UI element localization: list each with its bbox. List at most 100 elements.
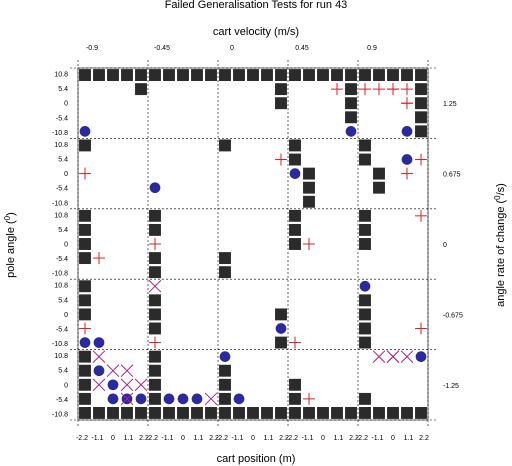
marker-circle: [177, 393, 189, 405]
bottom-tick-label: 2.2: [349, 435, 359, 442]
left-tick-label: -10.8: [52, 271, 68, 278]
bottom-tick-label: 0: [251, 435, 255, 442]
marker-circle: [79, 126, 91, 137]
marker-circle: [345, 126, 357, 137]
marker-circle: [149, 182, 161, 194]
marker-x: [148, 279, 162, 293]
left-tick-label: 10.8: [54, 283, 68, 290]
left-tick-label: -5.4: [56, 115, 68, 122]
top-tick-label: 0.45: [295, 45, 309, 52]
marker-square: [275, 69, 287, 81]
bottom-tick-label: 0: [391, 435, 395, 442]
chart-title: Failed Generalisation Tests for run 43: [165, 0, 348, 11]
left-tick-label: 0: [64, 242, 68, 249]
top-axis-label: cart velocity (m/s): [213, 26, 299, 38]
marker-square: [289, 378, 301, 391]
marker-x-b: [400, 350, 414, 363]
marker-x-b: [386, 350, 400, 363]
marker-square: [79, 364, 91, 377]
bottom-tick-label: -2.2: [356, 435, 368, 442]
panel-grid: [70, 60, 436, 428]
marker-square: [135, 83, 147, 96]
marker-square: [79, 280, 91, 293]
marker-plus: [303, 392, 315, 405]
marker-square: [79, 139, 91, 152]
bottom-tick-label: -2.2: [216, 435, 228, 442]
marker-square: [247, 407, 259, 419]
marker-square: [289, 407, 301, 419]
marker-x: [92, 378, 106, 392]
marker-circle: [219, 351, 231, 362]
marker-square: [135, 407, 147, 419]
top-tick-label: 0.9: [367, 45, 377, 52]
marker-square: [79, 69, 91, 81]
marker-square: [275, 336, 287, 349]
marker-square: [359, 294, 371, 307]
bottom-tick-label: -2.2: [286, 435, 298, 442]
left-tick-label: -10.8: [52, 412, 68, 419]
marker-plus: [149, 336, 161, 349]
bottom-tick-label: -1.1: [301, 435, 313, 442]
marker-x: [120, 364, 134, 378]
marker-square: [331, 407, 343, 419]
marker-plus: [401, 83, 413, 96]
marker-square: [149, 209, 161, 222]
marker-square: [219, 407, 231, 419]
bottom-tick-label: 2.2: [209, 435, 219, 442]
marker-square: [93, 407, 105, 419]
bottom-tick-label: -1.1: [161, 435, 173, 442]
marker-square: [149, 308, 161, 321]
right-axis-label: angle rate of change (0/s): [493, 183, 507, 307]
left-tick-label: 10.8: [54, 353, 68, 360]
marker-square: [303, 167, 315, 180]
bottom-tick-label: 2.2: [139, 435, 149, 442]
marker-square: [275, 407, 287, 419]
left-tick-label: -5.4: [56, 327, 68, 334]
bottom-tick-label: 1.1: [264, 435, 274, 442]
marker-x-b: [106, 364, 120, 378]
marker-square: [345, 69, 357, 81]
marker-plus: [149, 238, 161, 250]
marker-square: [359, 139, 371, 152]
left-tick-label: 0: [64, 101, 68, 108]
marker-circle: [275, 323, 287, 334]
marker-plus: [387, 83, 399, 96]
marker-square: [373, 407, 385, 419]
bottom-tick-label: 2.2: [419, 435, 429, 442]
marker-square: [373, 69, 385, 81]
marker-square: [149, 322, 161, 335]
tick-labels: -0.9 -0.45 0 0.45 0.9-2.2 -1.1 0 1.1 2.2-2.2 -1.1…: [52, 45, 463, 442]
marker-square: [107, 407, 119, 419]
marker-x: [134, 378, 148, 392]
marker-square: [373, 167, 385, 180]
marker-square: [107, 69, 119, 81]
marker-square: [289, 392, 301, 405]
svg-text:angle rate of change (0/s): angle rate of change (0/s): [493, 183, 507, 307]
marker-x: [372, 350, 386, 363]
marker-square: [93, 69, 105, 81]
left-tick-label: -5.4: [56, 397, 68, 404]
marker-square: [79, 378, 91, 391]
marker-plus: [415, 153, 427, 166]
right-axis-label-sup: 0: [493, 195, 502, 200]
marker-square: [415, 125, 427, 138]
marker-circle: [135, 393, 147, 405]
marker-square: [219, 139, 231, 152]
marker-plus: [79, 322, 91, 335]
marker-x-b: [134, 378, 148, 392]
marker-square: [149, 350, 161, 363]
marker-square: [135, 69, 147, 81]
right-axis-label-end: /s): [495, 183, 507, 195]
marker-x: [204, 392, 218, 406]
marker-square: [79, 223, 91, 236]
marker-x-b: [120, 392, 134, 406]
marker-square: [331, 69, 343, 81]
marker-square: [79, 209, 91, 222]
marker-square: [219, 266, 231, 279]
marker-square: [373, 181, 385, 194]
marker-square: [289, 69, 301, 81]
left-tick-label: 5.4: [58, 368, 68, 375]
marker-circle: [401, 126, 413, 137]
marker-square: [149, 378, 161, 391]
